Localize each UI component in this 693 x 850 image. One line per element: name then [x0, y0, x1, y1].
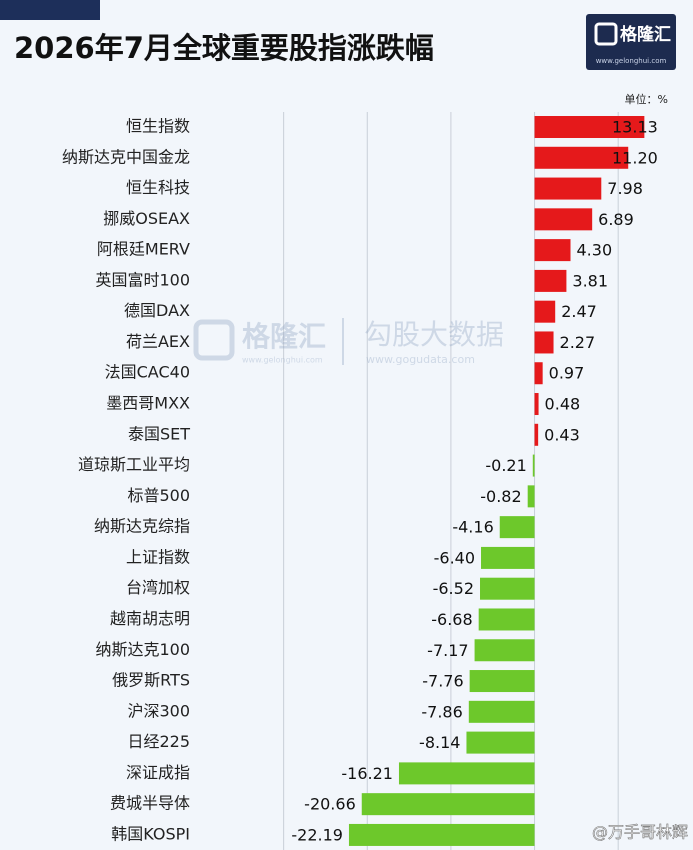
corner-block [0, 0, 100, 20]
bar [469, 670, 535, 693]
credit: @万手哥林辉 [592, 823, 688, 842]
value-label: 0.97 [549, 364, 585, 383]
bar [534, 393, 539, 416]
category-label: 墨西哥MXX [106, 394, 190, 413]
logo-name: 格隆汇 [620, 24, 671, 45]
category-label: 纳斯达克中国金龙 [62, 147, 190, 166]
value-label: 2.47 [561, 302, 597, 321]
bar [478, 608, 535, 631]
bar [474, 639, 535, 662]
value-label: 0.43 [544, 425, 580, 444]
category-label: 越南胡志明 [110, 609, 190, 628]
category-label: 恒生科技 [126, 178, 190, 197]
category-label: 韩国KOSPI [111, 824, 190, 843]
watermark-icon [193, 319, 235, 361]
value-label: 13.13 [612, 118, 658, 137]
category-label: 泰国SET [128, 424, 190, 443]
watermark: 格隆汇 www.gelonghui.com 勾股大数据 www.gogudata… [193, 318, 504, 366]
bar [480, 577, 535, 600]
value-label: -16.21 [341, 764, 393, 783]
category-label: 荷兰AEX [126, 332, 190, 351]
value-label: -6.68 [431, 610, 472, 629]
category-label: 阿根廷MERV [97, 240, 190, 259]
category-label: 英国富时100 [95, 270, 190, 289]
value-label: 3.81 [572, 271, 608, 290]
category-label: 俄罗斯RTS [112, 671, 190, 690]
bar [534, 146, 629, 169]
watermark-brand: 格隆汇 [242, 320, 326, 353]
category-label: 沪深300 [127, 701, 190, 720]
bar [468, 700, 535, 723]
category-label: 挪威OSEAX [103, 209, 190, 228]
bar [466, 731, 535, 754]
value-label: -0.21 [485, 456, 526, 475]
category-label: 纳斯达克综指 [94, 517, 190, 536]
category-label: 纳斯达克100 [95, 640, 190, 659]
value-label: 4.30 [577, 241, 613, 260]
bar [534, 269, 567, 292]
value-label: -6.52 [433, 579, 474, 598]
bar [534, 208, 593, 231]
category-label: 费城半导体 [110, 794, 190, 813]
plot: 恒生指数 13.13 纳斯达克中国金龙 11.20 恒生科技 7.98 挪威OSEAX 6.8… [62, 116, 658, 846]
logo: 格隆汇 www.gelonghui.com [586, 14, 676, 70]
value-label: -6.40 [434, 548, 475, 567]
category-label: 法国CAC40 [105, 363, 190, 382]
grid [283, 112, 619, 850]
value-label: -22.19 [291, 825, 343, 844]
value-label: -0.82 [480, 487, 521, 506]
bar [481, 546, 535, 569]
value-label: 11.20 [612, 148, 658, 167]
bar [532, 454, 535, 477]
value-label: 2.27 [560, 333, 596, 352]
chart-title: 2026年7月全球重要股指涨跌幅 [14, 31, 434, 65]
bar [534, 331, 554, 354]
category-label: 上证指数 [126, 547, 190, 566]
category-label: 标普500 [127, 486, 190, 505]
value-label: -7.76 [422, 672, 463, 691]
value-label: -7.86 [421, 702, 462, 721]
category-label: 道琼斯工业平均 [78, 455, 190, 474]
bar [534, 177, 602, 200]
logo-url: www.gelonghui.com [596, 57, 667, 65]
category-label: 日经225 [127, 732, 190, 751]
bar [534, 423, 539, 446]
value-label: 0.48 [545, 395, 581, 414]
value-label: 6.89 [598, 210, 634, 229]
bar [534, 116, 645, 138]
watermark-data-url: www.gogudata.com [366, 353, 475, 366]
unit-label: 单位：% [625, 92, 668, 106]
value-label: -7.17 [427, 641, 468, 660]
logo-box [586, 14, 676, 70]
bar [534, 239, 571, 262]
logo-icon [594, 22, 618, 46]
bar [398, 762, 535, 785]
value-label: 7.98 [607, 179, 643, 198]
bar [361, 793, 535, 816]
value-label: -8.14 [419, 733, 460, 752]
category-label: 德国DAX [124, 301, 190, 320]
bar [527, 485, 535, 508]
category-label: 深证成指 [126, 763, 190, 782]
watermark-data: 勾股大数据 [364, 318, 504, 351]
value-label: -20.66 [304, 795, 356, 814]
value-label: -4.16 [452, 518, 493, 537]
category-label: 恒生指数 [126, 117, 190, 136]
bar [499, 516, 535, 539]
bar [534, 300, 556, 323]
category-label: 台湾加权 [126, 578, 190, 597]
watermark-brand-url: www.gelonghui.com [242, 356, 323, 365]
bar [348, 823, 535, 846]
bar [534, 362, 543, 385]
